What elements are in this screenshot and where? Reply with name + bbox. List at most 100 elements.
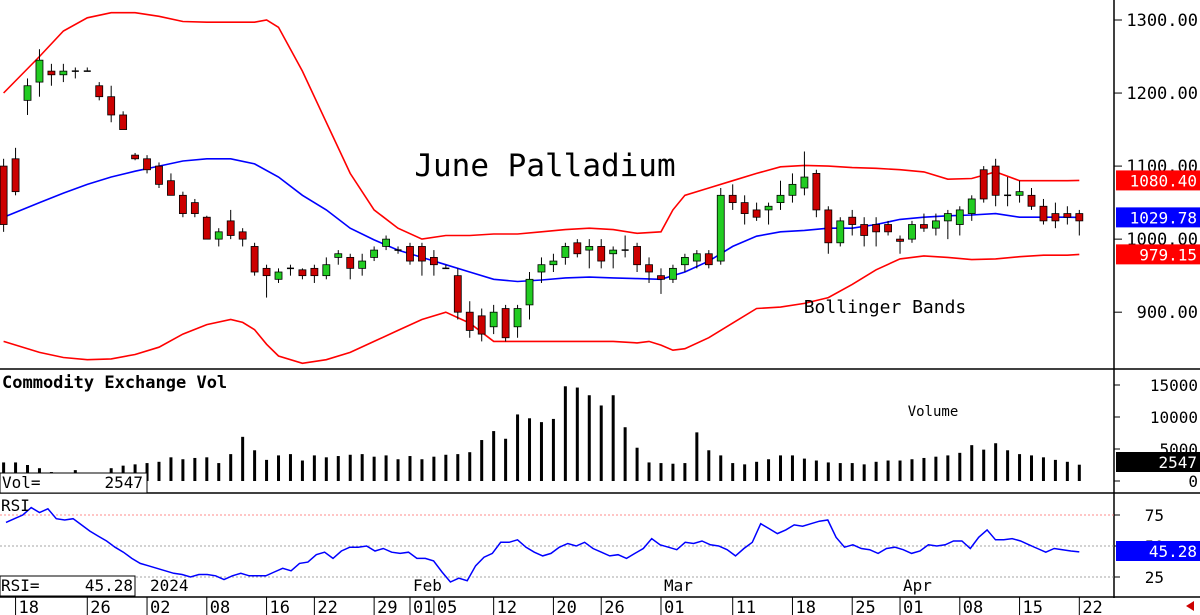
volume-bar [265,459,269,481]
date-tick-label: 26 [90,598,110,615]
candle-up [621,235,629,258]
middle-bollinger-band [3,158,1080,283]
candle-body [680,256,689,266]
candle-body [740,202,749,214]
candle-up [585,239,594,269]
candle-body [788,183,797,196]
price-tick-label: 900.00 [1137,303,1198,323]
volume-bar [623,427,627,481]
candle-up [23,78,32,115]
date-tick-label: 01 [413,598,433,615]
candle-up [716,188,725,265]
candle-body [429,256,438,266]
volume-bar [1065,461,1069,481]
month-label: Mar [664,576,693,595]
candle-body [23,85,32,101]
price-tag-label: 979.15 [1139,245,1197,264]
candle-down [1039,198,1048,225]
volume-bar [934,456,938,481]
candle-body [214,231,223,240]
volume-bar [432,456,436,481]
bollinger-label: Bollinger Bands [804,297,967,318]
candle-up [382,235,390,251]
candle-down [0,158,8,232]
date-tick-label: 12 [497,598,517,615]
volume-bar [599,405,603,481]
rsi-last-tag: 45.28 [1116,541,1200,561]
date-tick-label: 16 [270,598,290,615]
volume-bar [910,459,914,481]
candle-down [501,304,510,342]
candle-body [752,209,761,218]
candle-body [609,249,618,255]
candle-down [896,235,904,254]
candle-body [262,267,271,277]
price-tag-background [1116,244,1200,265]
volume-bar [994,443,998,481]
candle-body [190,202,199,214]
volume-bar [492,431,496,481]
date-tick-label: 18 [795,598,815,615]
volume-bar [850,463,854,481]
candle-body [59,70,68,76]
volume-bar [324,457,328,481]
price-tick-label: 1200.00 [1126,84,1198,104]
candle-body [585,246,594,251]
candle-down [262,264,271,298]
candle-down [346,253,355,280]
volume-bar [683,463,687,481]
volume-bar [312,455,316,481]
scroll-left-arrow-icon[interactable] [1186,601,1194,611]
price-tag-label: 1029.78 [1130,208,1197,227]
candle-up [274,268,283,283]
candle-up [1004,177,1012,207]
candle-down [920,213,928,232]
candle-down [824,206,833,254]
candle-up [549,253,558,273]
volume-bar [468,452,472,481]
candle-body [0,165,8,225]
candle-body [1027,194,1036,207]
candle-up [442,264,450,270]
volume-bar [288,454,292,481]
volume-bar [1030,455,1034,481]
candle-down [645,257,653,283]
candle-down [406,242,414,265]
rsi-series-line [5,506,1080,583]
volume-bar [384,455,388,481]
candle-body [848,216,857,225]
volume-bar [205,457,209,481]
volume-bar [1006,450,1010,481]
candle-up [83,67,91,72]
volume-bar [647,462,651,481]
candle-body [1063,213,1072,218]
candle-body [979,169,988,200]
candle-body [1015,191,1024,196]
candle-body [11,158,20,193]
volume-bar [898,460,902,481]
candle-down [453,268,462,320]
volume-bar [790,455,794,481]
volume-tick-label: 10000 [1150,408,1198,427]
volume-readout-label: Vol= [2,473,41,492]
candle-down [190,198,199,218]
date-tick-label: 22 [1082,598,1102,615]
rsi-last-value: 45.28 [1149,542,1197,561]
candle-down [1051,202,1060,229]
candle-down [812,169,821,218]
date-tick-label: 01 [664,598,684,615]
candle-up [609,246,618,269]
candle-body [633,246,641,266]
date-tick-label: 26 [604,598,624,615]
candle-body [178,194,187,214]
candle-down [991,158,1000,207]
candle-up [836,217,845,247]
candle-body [884,224,892,233]
candle-up [669,264,677,283]
candle-up [334,250,343,265]
candle-down [47,63,56,86]
candle-body [131,154,139,160]
volume-bar [1018,454,1022,481]
